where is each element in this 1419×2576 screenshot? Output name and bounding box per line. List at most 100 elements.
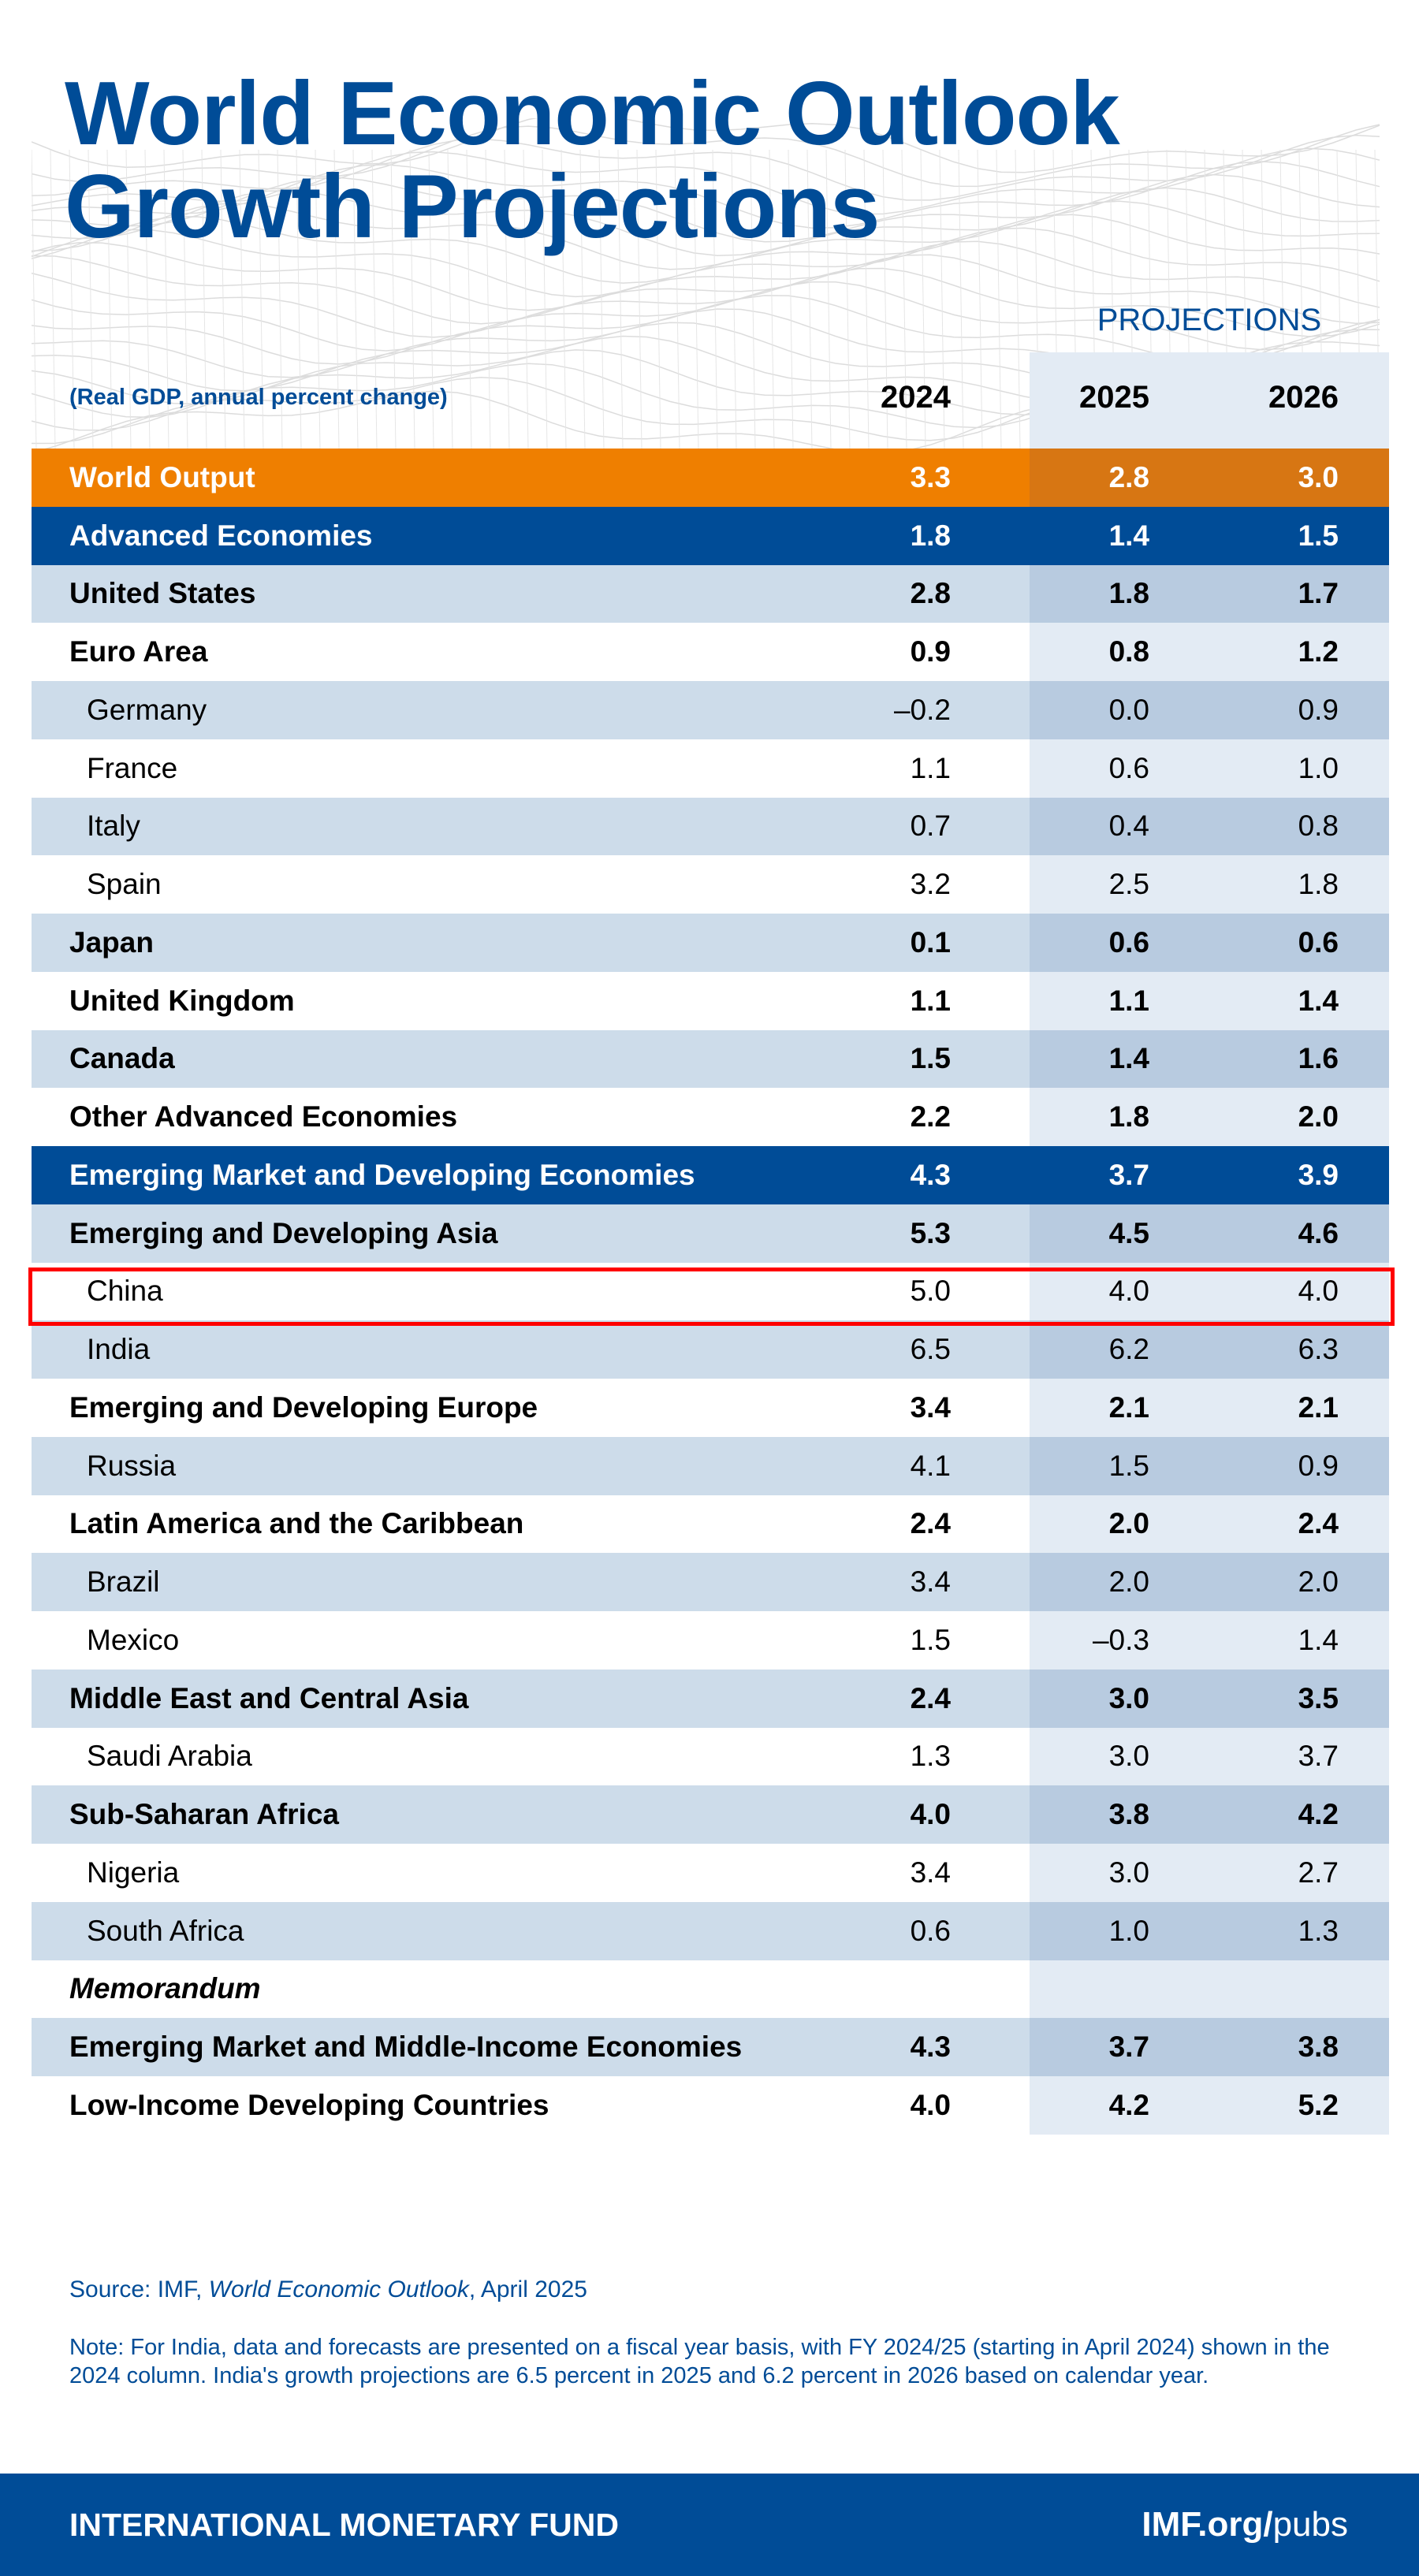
wireframe-line <box>920 149 926 449</box>
wireframe-line <box>32 200 1380 270</box>
projection-cell-shade <box>1030 971 1389 1030</box>
value-2026: 2.7 <box>1298 1856 1339 1889</box>
wireframe-line <box>542 149 548 449</box>
footer-bar: INTERNATIONAL MONETARY FUND IMF.org/pubs <box>0 2474 1419 2576</box>
value-2025: 0.8 <box>1108 635 1149 668</box>
row-label: Italy <box>87 810 140 843</box>
wireframe-line <box>844 149 851 449</box>
value-2026: 2.1 <box>1298 1390 1339 1424</box>
wireframe-line <box>333 149 340 449</box>
row-label: World Output <box>69 460 255 493</box>
table-row: Memorandum <box>32 1960 1389 2019</box>
value-2024: –0.2 <box>893 693 951 726</box>
value-2026: 2.4 <box>1298 1507 1339 1540</box>
wireframe-line <box>750 149 756 449</box>
value-2024: 1.5 <box>910 1623 951 1656</box>
table-row: Low-Income Developing Countries 4.0 4.2 5.2 <box>32 2076 1389 2135</box>
projection-cell-shade <box>1030 855 1389 914</box>
projection-cell-shade <box>1030 449 1389 507</box>
value-2026: 4.6 <box>1298 1216 1339 1249</box>
projection-cell-shade <box>1030 2018 1389 2076</box>
wireframe-line <box>315 149 321 449</box>
projection-cell-shade <box>1030 564 1389 624</box>
value-2025: 1.4 <box>1108 1042 1149 1075</box>
projection-cell-shade <box>1030 1436 1389 1495</box>
value-2026: 1.0 <box>1298 751 1339 784</box>
wireframe-line <box>144 149 151 449</box>
wireframe-line <box>32 124 1380 188</box>
value-2026: 1.7 <box>1298 577 1339 610</box>
value-2024: 4.1 <box>910 1449 951 1482</box>
projection-cell-shade <box>1030 1844 1389 1902</box>
row-label: India <box>87 1333 151 1366</box>
value-2026: 1.3 <box>1298 1914 1339 1947</box>
wireframe-line <box>239 149 245 449</box>
wireframe-line <box>296 149 302 449</box>
row-label: Euro Area <box>69 635 208 668</box>
wireframe-line <box>125 149 132 449</box>
value-2026: 1.4 <box>1298 984 1339 1017</box>
footer-link-domain[interactable]: IMF.org/ <box>1142 2505 1273 2544</box>
wireframe-line <box>958 149 964 449</box>
table-row: Advanced Economies 1.8 1.4 1.5 <box>32 506 1389 565</box>
wireframe-line <box>466 149 472 449</box>
value-2024: 1.5 <box>910 1042 951 1075</box>
value-2025: 2.0 <box>1108 1565 1149 1599</box>
wireframe-line <box>731 149 737 449</box>
wireframe-line <box>50 149 56 449</box>
value-2025: 0.6 <box>1108 925 1149 959</box>
value-2024: 0.9 <box>910 635 951 668</box>
projection-cell-shade <box>1030 914 1389 972</box>
value-2025: 2.1 <box>1108 1390 1149 1424</box>
projection-cell-shade <box>1030 681 1389 739</box>
table-row: France 1.1 0.6 1.0 <box>32 739 1389 798</box>
row-label: Memorandum <box>69 1972 261 2005</box>
value-2025: 0.6 <box>1108 751 1149 784</box>
row-label: Russia <box>87 1449 177 1482</box>
projection-cell-shade <box>1030 623 1389 681</box>
value-2026: 3.5 <box>1298 1681 1339 1714</box>
projection-cell-shade <box>1030 739 1389 798</box>
footer-link-path[interactable]: pubs <box>1272 2505 1348 2544</box>
wireframe-line <box>598 149 605 449</box>
row-label: Saudi Arabia <box>87 1740 252 1773</box>
value-2025: 3.0 <box>1108 1681 1149 1714</box>
value-2024: 3.4 <box>910 1390 951 1424</box>
table-row: Sub-Saharan Africa 4.0 3.8 4.2 <box>32 1785 1389 1844</box>
row-label: Other Advanced Economies <box>69 1100 458 1134</box>
wireframe-line <box>561 149 567 449</box>
row-label: Brazil <box>87 1565 160 1599</box>
value-2025: 1.1 <box>1108 984 1149 1017</box>
wireframe-line <box>996 149 1002 449</box>
wireframe-line <box>32 254 1380 325</box>
value-2025: 2.8 <box>1108 460 1149 493</box>
value-2025: 6.2 <box>1108 1333 1149 1366</box>
projection-cell-shade <box>1030 2076 1389 2135</box>
value-2024: 2.2 <box>910 1100 951 1134</box>
row-label: China <box>87 1275 163 1308</box>
row-label: Nigeria <box>87 1856 180 1889</box>
value-2025: 3.7 <box>1108 1158 1149 1191</box>
wireframe-line <box>32 214 1380 284</box>
projection-cell-shade <box>1030 1727 1389 1786</box>
value-2024: 3.2 <box>910 868 951 901</box>
value-2026: 0.8 <box>1298 810 1339 843</box>
value-2026: 3.9 <box>1298 1158 1339 1191</box>
table-row: Euro Area 0.9 0.8 1.2 <box>32 623 1389 681</box>
wireframe-line <box>788 149 794 449</box>
wireframe-line <box>447 149 453 449</box>
china-row-highlight <box>28 1268 1395 1326</box>
value-2026: 3.8 <box>1298 2031 1339 2064</box>
row-label: Germany <box>87 693 207 726</box>
table-row: Other Advanced Economies 2.2 1.8 2.0 <box>32 1088 1389 1146</box>
value-2025: 3.0 <box>1108 1740 1149 1773</box>
value-2025: 1.0 <box>1108 1914 1149 1947</box>
wireframe-line <box>504 149 510 449</box>
wireframe-line <box>428 149 434 449</box>
value-2024: 6.5 <box>910 1333 951 1366</box>
wireframe-line <box>901 149 907 449</box>
table-row: Mexico 1.5 –0.3 1.4 <box>32 1611 1389 1670</box>
projection-cell-shade <box>1030 797 1389 856</box>
projection-cell-shade <box>1030 1204 1389 1263</box>
footer-link[interactable]: IMF.org/pubs <box>1142 2505 1348 2544</box>
